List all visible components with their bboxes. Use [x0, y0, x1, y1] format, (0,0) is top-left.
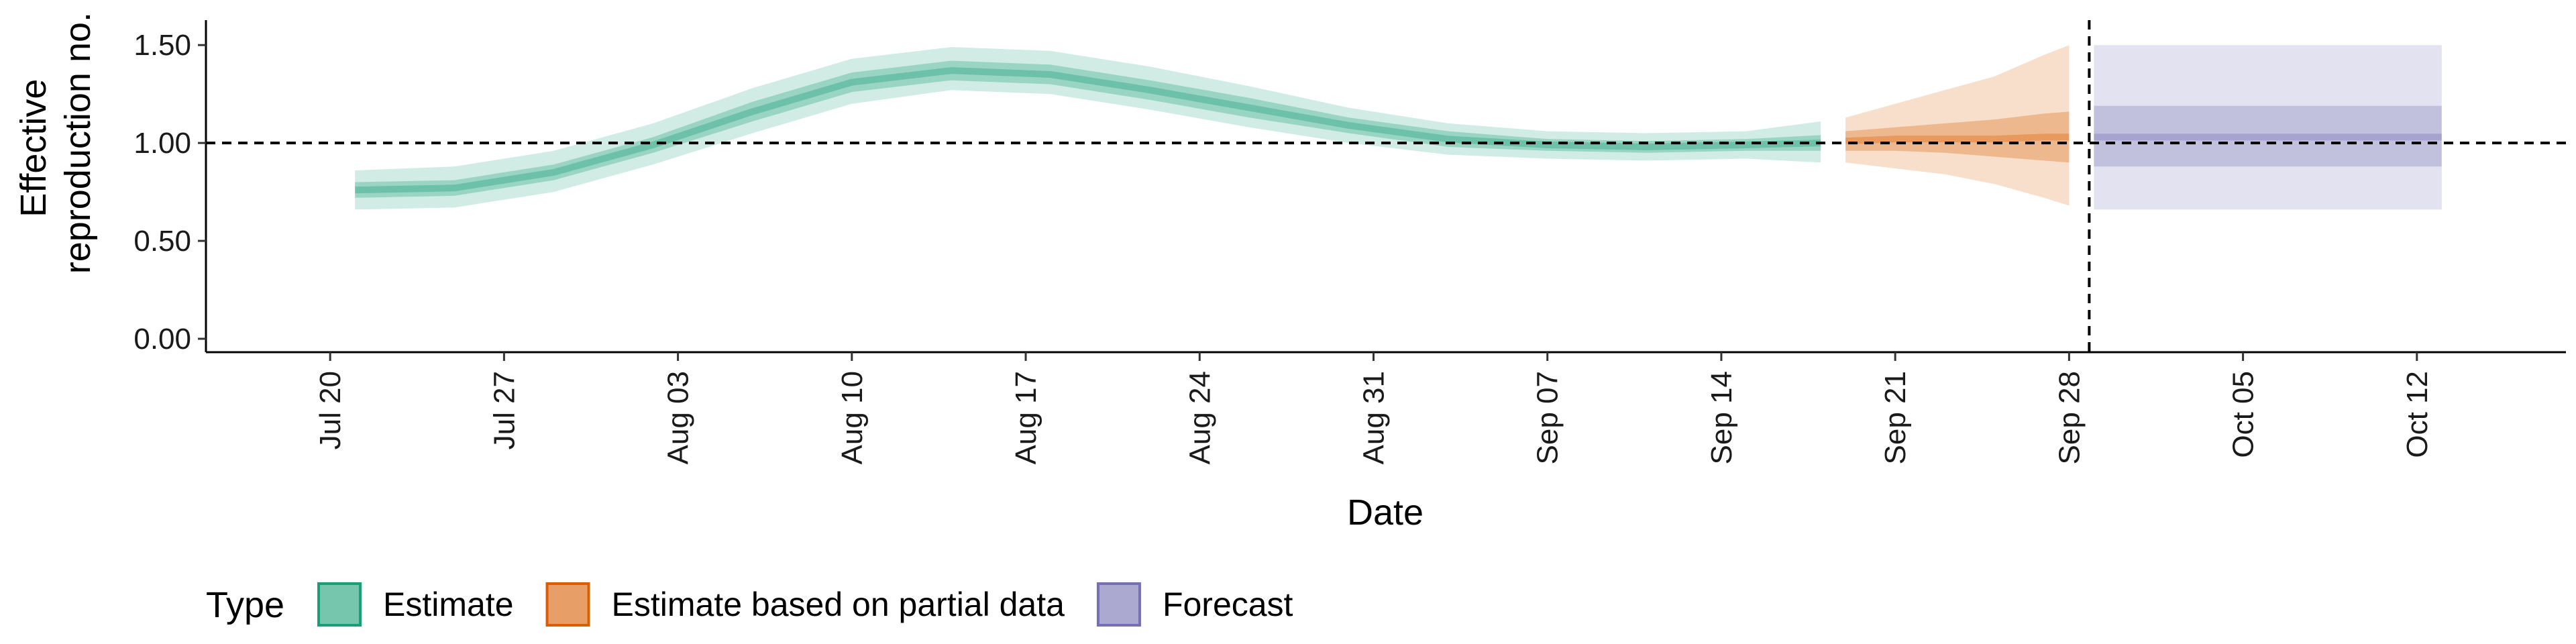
forecast-band-90	[2094, 45, 2442, 210]
x-tick-label: Jul 27	[488, 371, 521, 449]
estimate-band-20	[355, 60, 1821, 198]
x-tick-label: Aug 17	[1010, 371, 1042, 464]
estimate-median-line	[355, 67, 1821, 194]
estimate-based-on-partial-data-band-20	[1845, 111, 2070, 163]
y-axis-title: Effective reproduction no.	[13, 12, 98, 274]
y-ticks: 0.00 0.50 1.00 1.50	[133, 29, 206, 356]
uncertainty-bands	[355, 45, 2442, 210]
forecast-band-20	[2094, 105, 2442, 167]
y-tick-label: 0.50	[133, 225, 191, 258]
median-lines	[355, 67, 2442, 194]
x-tick-label: Aug 10	[836, 371, 869, 464]
y-tick-label: 0.00	[133, 323, 191, 356]
x-tick-label: Oct 05	[2227, 371, 2260, 458]
y-axis-title-line-2: reproduction no.	[58, 12, 98, 274]
x-tick-label: Sep 21	[1879, 371, 1912, 464]
y-tick-label: 1.00	[133, 127, 191, 160]
legend-key-forecast	[1096, 582, 1141, 627]
estimate-based-on-partial-data-median-line	[1845, 133, 2070, 145]
legend: Type Estimate Estimate based on partial d…	[206, 582, 1293, 627]
legend-label-estimate-based-on-partial-data: Estimate based on partial data	[612, 586, 1065, 623]
x-tick-label: Oct 12	[2401, 371, 2434, 458]
x-tick-label: Sep 28	[2053, 371, 2086, 464]
x-tick-label: Aug 24	[1183, 371, 1216, 464]
x-tick-label: Jul 20	[314, 371, 347, 449]
axes	[205, 20, 2566, 354]
estimate-band-90	[355, 47, 1821, 210]
legend-title: Type	[206, 585, 284, 625]
x-tick-label: Sep 07	[1532, 371, 1564, 464]
legend-key-estimate-based-on-partial-data	[545, 582, 590, 627]
legend-key-estimate	[317, 582, 362, 627]
y-tick-label: 1.50	[133, 29, 191, 62]
y-axis-title-line-1: Effective	[13, 79, 54, 217]
estimate-based-on-partial-data-band-90	[1845, 45, 2070, 206]
x-ticks: Jul 20 Jul 27 Aug 03 Aug 10 Aug 17 Aug 24 Aug …	[314, 352, 2434, 464]
x-axis-title: Date	[1347, 492, 1424, 533]
legend-label-estimate: Estimate	[383, 586, 514, 623]
x-tick-label: Aug 03	[662, 371, 695, 464]
legend-label-forecast: Forecast	[1163, 586, 1293, 623]
x-tick-label: Aug 31	[1357, 371, 1390, 464]
x-tick-label: Sep 14	[1705, 371, 1738, 464]
reference-lines	[206, 20, 2566, 352]
